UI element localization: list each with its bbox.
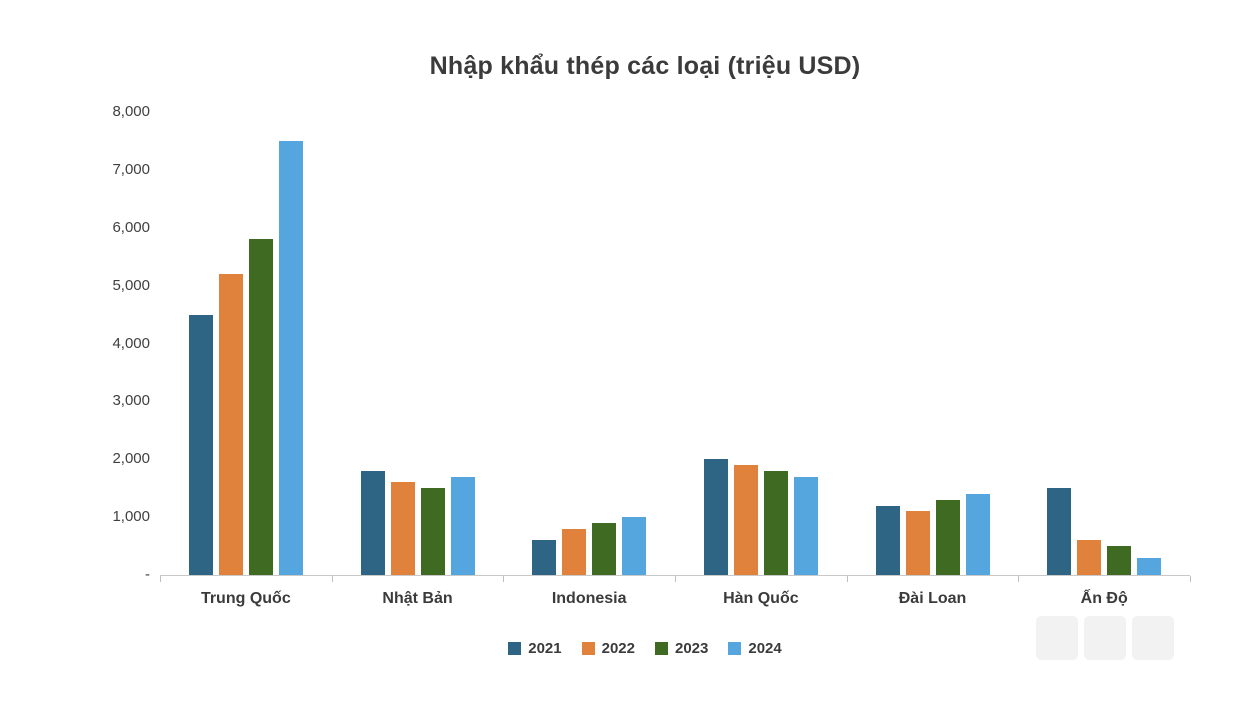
legend-label: 2024 xyxy=(748,640,782,657)
category-label: Nhật Bản xyxy=(382,590,453,607)
bar xyxy=(905,511,930,575)
y-tick-label: 5,000 xyxy=(112,276,150,294)
category-label: Trung Quốc xyxy=(200,590,291,607)
legend-label: 2021 xyxy=(528,640,562,657)
legend-item: 2023 xyxy=(655,640,708,657)
bar-group xyxy=(160,112,332,575)
bar xyxy=(1137,557,1162,575)
bar xyxy=(875,505,900,575)
bar-group xyxy=(847,112,1019,575)
bar xyxy=(390,482,415,575)
watermark xyxy=(1036,616,1174,660)
bar xyxy=(278,140,303,575)
y-tick-label: 2,000 xyxy=(112,450,150,468)
y-tick-label: - xyxy=(145,566,150,583)
legend-item: 2022 xyxy=(581,640,635,657)
bar xyxy=(1047,488,1072,575)
category-label: Đài Loan xyxy=(898,590,967,607)
bar xyxy=(703,459,728,575)
bar xyxy=(1107,546,1132,575)
bar xyxy=(360,470,385,575)
bars-row xyxy=(160,112,1190,575)
axis-tick xyxy=(675,576,676,582)
bar xyxy=(248,239,273,575)
bar xyxy=(763,470,788,575)
bar xyxy=(733,465,758,575)
legend-swatch-icon xyxy=(508,642,522,655)
y-tick-label: 6,000 xyxy=(112,218,150,236)
y-tick-label: 7,000 xyxy=(112,160,150,178)
plot-area xyxy=(160,112,1190,576)
axis-tick xyxy=(1018,576,1020,582)
axis-tick xyxy=(160,576,161,582)
category-label: Ấn Độ xyxy=(1080,590,1128,607)
bar xyxy=(622,517,647,575)
axis-tick xyxy=(503,576,505,582)
axis-tick xyxy=(1190,576,1191,582)
watermark-square xyxy=(1132,616,1174,660)
watermark-square xyxy=(1084,616,1126,660)
bar xyxy=(450,476,475,575)
x-axis-labels: Trung Quốc Nhật Bản Indonesia Hàn Quốc Đài L… xyxy=(160,590,1190,608)
bar xyxy=(1077,540,1102,575)
bar-group xyxy=(332,112,504,575)
bar xyxy=(420,488,445,575)
y-tick-label: 8,000 xyxy=(112,103,150,120)
watermark-square xyxy=(1036,616,1078,660)
legend: 2021 2022 2023 2024 xyxy=(100,640,1190,657)
legend-item: 2024 xyxy=(728,640,782,657)
legend-label: 2022 xyxy=(601,640,635,657)
bar xyxy=(592,522,617,575)
bar xyxy=(935,499,960,575)
legend-label: 2023 xyxy=(675,640,709,657)
legend-swatch-icon xyxy=(655,642,668,655)
y-tick-label: 3,000 xyxy=(112,392,150,410)
bar xyxy=(793,476,818,575)
bar-group xyxy=(675,112,847,575)
axis-tick xyxy=(846,576,848,582)
axis-tick xyxy=(331,576,333,582)
bar xyxy=(218,274,243,575)
bar xyxy=(532,540,557,575)
legend-swatch-icon xyxy=(728,642,742,655)
bar-group xyxy=(1018,112,1190,575)
legend-swatch-icon xyxy=(581,642,595,655)
bar-group xyxy=(503,112,675,575)
y-axis-labels: - 1,000 2,000 3,000 4,000 5,000 6,000 7,000 8,00… xyxy=(55,103,150,583)
category-label: Hàn Quốc xyxy=(723,590,799,607)
y-tick-label: 4,000 xyxy=(112,334,150,352)
bar xyxy=(188,314,213,575)
bar xyxy=(965,493,990,575)
bar xyxy=(562,528,587,575)
category-label: Indonesia xyxy=(551,590,627,607)
chart-title: Nhập khẩu thép các loại (triệu USD) xyxy=(429,52,861,80)
x-axis-ticks xyxy=(160,576,1191,582)
legend-item: 2021 xyxy=(508,640,562,657)
y-tick-label: 1,000 xyxy=(112,508,150,526)
